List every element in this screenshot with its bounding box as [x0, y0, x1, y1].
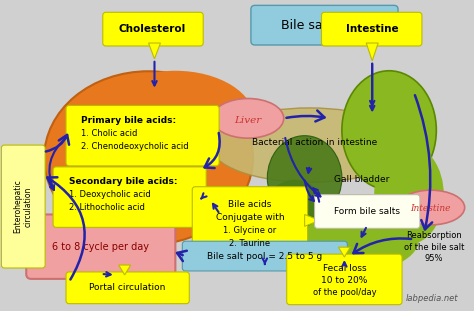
Ellipse shape — [267, 180, 322, 229]
Text: 6 to 8 cycle per day: 6 to 8 cycle per day — [52, 242, 149, 252]
Polygon shape — [148, 43, 161, 59]
FancyBboxPatch shape — [251, 5, 398, 45]
Text: 1. Glycine or: 1. Glycine or — [223, 226, 276, 235]
Text: 2. Lithocholic acid: 2. Lithocholic acid — [69, 203, 145, 212]
FancyBboxPatch shape — [26, 215, 175, 279]
Ellipse shape — [374, 145, 444, 244]
Text: Secondary bile acids:: Secondary bile acids: — [69, 177, 177, 186]
Text: Bile salt cycle: Bile salt cycle — [281, 19, 368, 32]
Text: Intestine: Intestine — [410, 204, 451, 213]
Text: 2. Chenodeoxycholic acid: 2. Chenodeoxycholic acid — [81, 142, 189, 151]
Text: Primary bile acids:: Primary bile acids: — [81, 116, 176, 125]
FancyBboxPatch shape — [103, 12, 203, 46]
Text: of the pool/day: of the pool/day — [312, 288, 376, 297]
Ellipse shape — [280, 232, 339, 276]
Text: Bacterial action in intestine: Bacterial action in intestine — [252, 138, 377, 146]
FancyArrowPatch shape — [177, 251, 187, 261]
Ellipse shape — [56, 155, 185, 234]
Text: Gall bladder: Gall bladder — [334, 175, 389, 184]
Text: Liver: Liver — [234, 116, 262, 125]
Text: Conjugate with: Conjugate with — [216, 213, 284, 222]
Ellipse shape — [212, 99, 284, 138]
Text: Portal circulation: Portal circulation — [90, 283, 166, 292]
FancyBboxPatch shape — [1, 145, 45, 268]
Ellipse shape — [397, 190, 465, 225]
Polygon shape — [118, 265, 131, 275]
Text: 10 to 20%: 10 to 20% — [321, 276, 367, 285]
Text: 1. Cholic acid: 1. Cholic acid — [81, 129, 137, 138]
Ellipse shape — [210, 108, 409, 182]
Ellipse shape — [44, 71, 253, 245]
Text: 2. Taurine: 2. Taurine — [229, 239, 271, 248]
Text: Bile salt pool = 2.5 to 5 g: Bile salt pool = 2.5 to 5 g — [207, 252, 322, 261]
FancyBboxPatch shape — [66, 272, 189, 304]
FancyBboxPatch shape — [182, 241, 347, 271]
Text: Reabsorption
of the bile salt
95%: Reabsorption of the bile salt 95% — [404, 231, 464, 263]
Text: Bile acids: Bile acids — [228, 200, 272, 209]
Ellipse shape — [342, 71, 437, 190]
FancyArrowPatch shape — [47, 177, 85, 280]
Polygon shape — [338, 247, 350, 257]
Text: Form bile salts: Form bile salts — [334, 207, 400, 216]
Text: labpedia.net: labpedia.net — [406, 294, 459, 303]
Ellipse shape — [300, 207, 419, 272]
Text: Fecal loss: Fecal loss — [322, 264, 366, 273]
Ellipse shape — [96, 71, 255, 170]
FancyArrowPatch shape — [46, 135, 69, 151]
FancyArrowPatch shape — [286, 110, 325, 122]
FancyBboxPatch shape — [315, 195, 420, 228]
Polygon shape — [366, 43, 378, 61]
Text: Intestine: Intestine — [346, 24, 399, 34]
FancyBboxPatch shape — [321, 12, 422, 46]
Text: 1. Deoxycholic acid: 1. Deoxycholic acid — [69, 190, 151, 199]
Text: Enterohepatic
circulation: Enterohepatic circulation — [14, 180, 33, 234]
FancyArrowPatch shape — [415, 95, 432, 230]
FancyBboxPatch shape — [287, 254, 402, 305]
FancyBboxPatch shape — [192, 187, 308, 264]
FancyBboxPatch shape — [66, 105, 219, 166]
FancyBboxPatch shape — [53, 167, 206, 227]
Polygon shape — [305, 215, 319, 226]
Ellipse shape — [267, 136, 342, 220]
FancyArrowPatch shape — [205, 133, 219, 168]
FancyArrowPatch shape — [354, 239, 411, 253]
Text: Cholesterol: Cholesterol — [119, 24, 186, 34]
